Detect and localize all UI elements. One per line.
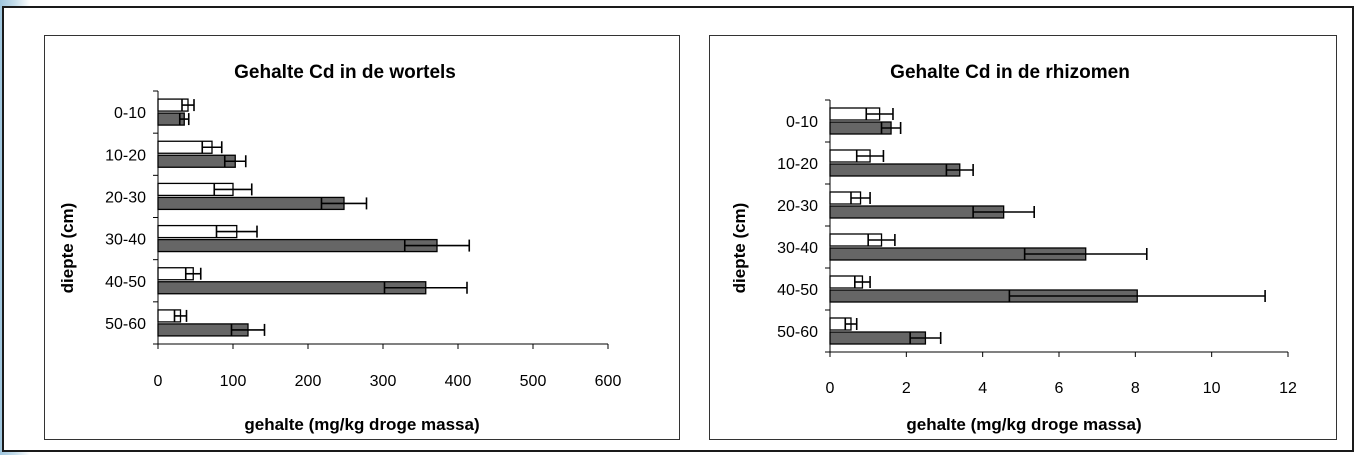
bar-series-2 — [157, 196, 345, 211]
y-tick-label: 0-10 — [114, 105, 146, 122]
y-tick-label: 50-60 — [105, 316, 146, 333]
x-tick-label: 600 — [595, 373, 622, 390]
y-tick-label: 10-20 — [105, 147, 146, 164]
x-tick-label: 12 — [1279, 380, 1297, 397]
chart-wortels: Gehalte Cd in de wortels gehalte (mg/kg … — [58, 62, 622, 434]
x-axis-title: gehalte (mg/kg droge massa) — [906, 415, 1141, 434]
x-tick-label: 2 — [902, 380, 911, 397]
y-tick-label: 50-60 — [777, 324, 818, 341]
x-tick-label: 8 — [1131, 380, 1140, 397]
x-tick-label: 300 — [370, 373, 397, 390]
x-tick-label: 4 — [978, 380, 987, 397]
x-tick-label: 6 — [1055, 380, 1064, 397]
y-tick-label: 30-40 — [777, 240, 818, 257]
bar-series-2 — [157, 154, 236, 168]
y-tick-label: 0-10 — [786, 114, 818, 131]
chart-rhizomen: Gehalte Cd in de rhizomen gehalte (mg/kg… — [730, 62, 1297, 434]
x-tick-label: 10 — [1203, 380, 1221, 397]
x-tick-label: 400 — [445, 373, 472, 390]
y-tick-label: 20-30 — [105, 189, 146, 206]
y-tick-label: 40-50 — [777, 282, 818, 299]
y-axis-title: diepte (cm) — [730, 203, 749, 294]
x-tick-label: 200 — [295, 373, 322, 390]
chart-title: Gehalte Cd in de wortels — [234, 62, 456, 83]
x-tick-label: 100 — [220, 373, 247, 390]
bar-series-2 — [829, 163, 961, 177]
chart-panel-wortels: Gehalte Cd in de wortels gehalte (mg/kg … — [44, 35, 680, 440]
y-tick-label: 30-40 — [105, 232, 146, 249]
x-tick-label: 0 — [154, 373, 163, 390]
y-tick-label: 40-50 — [105, 274, 146, 291]
y-tick-label: 10-20 — [777, 156, 818, 173]
x-axis-title: gehalte (mg/kg droge massa) — [244, 415, 479, 434]
figure-frame: Gehalte Cd in de wortels gehalte (mg/kg … — [2, 6, 1354, 452]
chart-panel-rhizomen: Gehalte Cd in de rhizomen gehalte (mg/kg… — [709, 35, 1337, 440]
y-tick-label: 20-30 — [777, 198, 818, 215]
x-tick-label: 0 — [826, 380, 835, 397]
bar-series-2 — [157, 238, 438, 253]
x-tick-label: 500 — [520, 373, 547, 390]
chart-title: Gehalte Cd in de rhizomen — [890, 62, 1130, 83]
y-axis-title: diepte (cm) — [58, 203, 77, 294]
